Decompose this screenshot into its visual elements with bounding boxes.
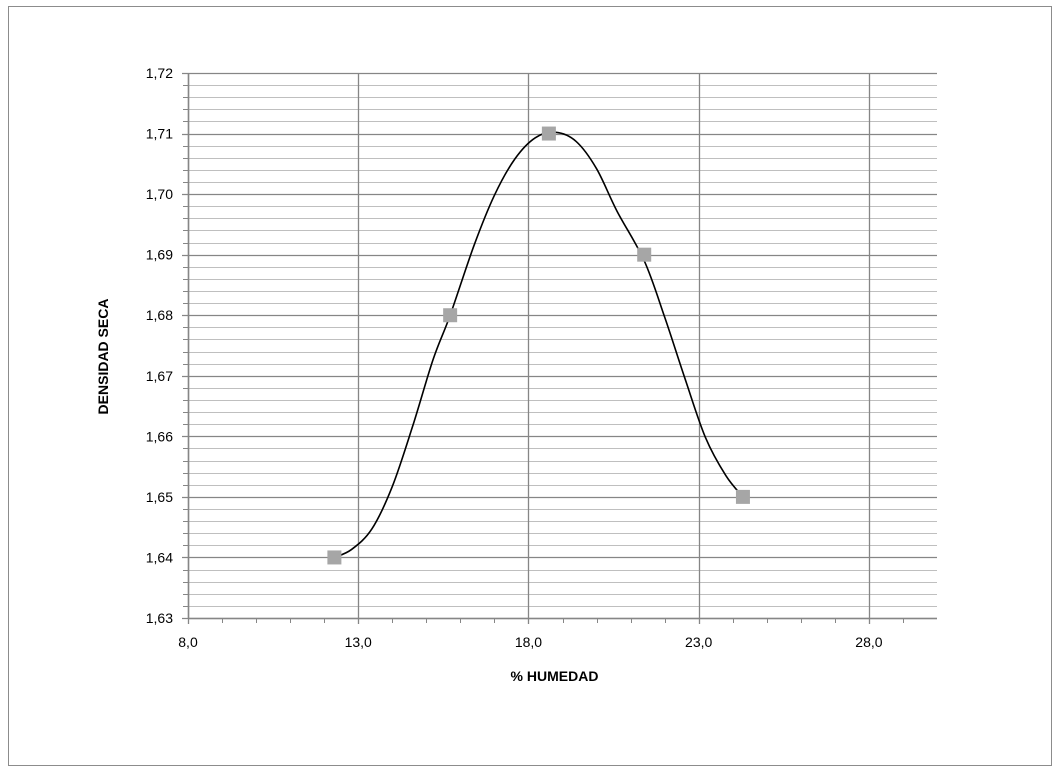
x-axis-title: % HUMEDAD xyxy=(511,668,599,684)
y-tick-label: 1,63 xyxy=(146,610,173,626)
y-tick-label: 1,67 xyxy=(146,368,173,384)
y-tick-label: 1,64 xyxy=(146,549,173,565)
x-tick-labels: 8,0 13,0 18,0 23,0 28,0 xyxy=(178,634,882,650)
data-point xyxy=(327,550,342,565)
y-tick-label: 1,71 xyxy=(146,126,173,142)
trendline-curve xyxy=(334,131,744,559)
minor-gridlines xyxy=(183,85,937,623)
x-tick-label: 18,0 xyxy=(515,634,542,650)
y-tick-label: 1,70 xyxy=(146,186,173,202)
y-tick-label: 1,69 xyxy=(146,247,173,263)
x-tick-label: 28,0 xyxy=(855,634,882,650)
axes xyxy=(187,73,937,620)
x-tick-label: 13,0 xyxy=(345,634,372,650)
data-point xyxy=(443,308,458,323)
y-tick-labels: 1,63 1,64 1,65 1,66 1,67 1,68 1,69 1,70 1,71 1,72 xyxy=(146,65,173,626)
major-gridlines xyxy=(182,72,937,624)
data-point xyxy=(735,489,750,504)
data-point xyxy=(541,126,556,141)
y-tick-label: 1,72 xyxy=(146,65,173,81)
x-tick-label: 8,0 xyxy=(178,634,198,650)
y-axis-title: DENSIDAD SECA xyxy=(95,299,111,415)
data-points-layer xyxy=(327,126,750,565)
y-tick-label: 1,68 xyxy=(146,307,173,323)
y-tick-label: 1,66 xyxy=(146,428,173,444)
y-tick-label: 1,65 xyxy=(146,489,173,505)
chart-frame xyxy=(8,6,1052,766)
x-tick-label: 23,0 xyxy=(685,634,712,650)
trendline-layer xyxy=(334,131,744,559)
data-point xyxy=(637,247,652,262)
